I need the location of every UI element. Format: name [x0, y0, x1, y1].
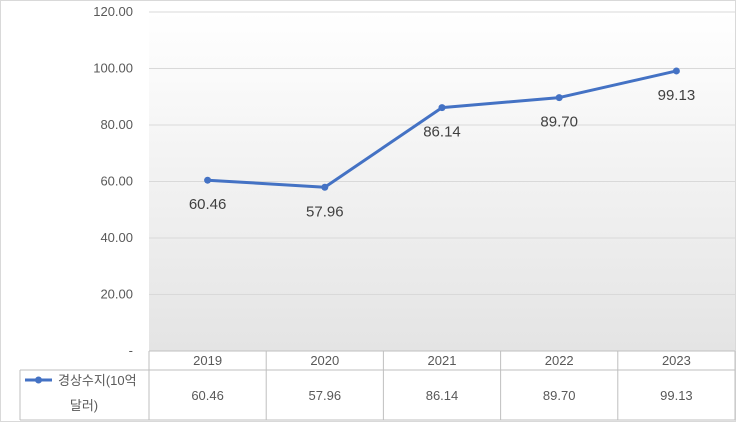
legend-point-marker	[35, 376, 42, 384]
data-label: 60.46	[189, 196, 227, 213]
table-value-cell: 86.14	[426, 388, 459, 403]
table-value-cell: 60.46	[191, 388, 224, 403]
x-category-label: 2023	[662, 353, 691, 368]
x-category-label: 2019	[193, 353, 222, 368]
y-tick-label: 20.00	[100, 287, 133, 302]
data-point	[321, 183, 329, 191]
legend-label-line2: 달러)	[70, 398, 98, 413]
gridlines	[149, 11, 735, 295]
x-category-label: 2020	[310, 353, 339, 368]
y-tick-label: 60.00	[100, 174, 133, 189]
x-category-label: 2021	[428, 353, 457, 368]
data-point	[672, 67, 680, 75]
table-value-cell: 57.96	[309, 388, 342, 403]
data-label: 57.96	[306, 203, 344, 220]
series-line	[204, 67, 680, 191]
data-label: 89.70	[540, 114, 578, 131]
data-point	[204, 176, 212, 184]
data-point	[555, 94, 563, 102]
y-tick-label: 40.00	[100, 230, 133, 245]
data-labels: 60.46 57.96 86.14 89.70 99.13	[189, 87, 695, 220]
y-tick-label: 100.00	[93, 61, 133, 76]
y-axis-ticks: 120.00 100.00 80.00 60.00 40.00 20.00 -	[93, 4, 133, 358]
legend-label-line1: 경상수지(10억	[58, 373, 137, 388]
y-tick-label: -	[129, 343, 133, 358]
y-tick-label: 80.00	[100, 117, 133, 132]
table-value-cell: 89.70	[543, 388, 576, 403]
y-tick-label: 120.00	[93, 4, 133, 19]
data-point	[438, 104, 446, 112]
data-label: 99.13	[658, 87, 696, 104]
x-category-label: 2022	[545, 353, 574, 368]
table-value-cell: 99.13	[660, 388, 693, 403]
data-label: 86.14	[423, 124, 461, 141]
data-table: 2019 60.46 2020 57.96 2021 86.14 2022 89.70 2023…	[19, 350, 736, 421]
